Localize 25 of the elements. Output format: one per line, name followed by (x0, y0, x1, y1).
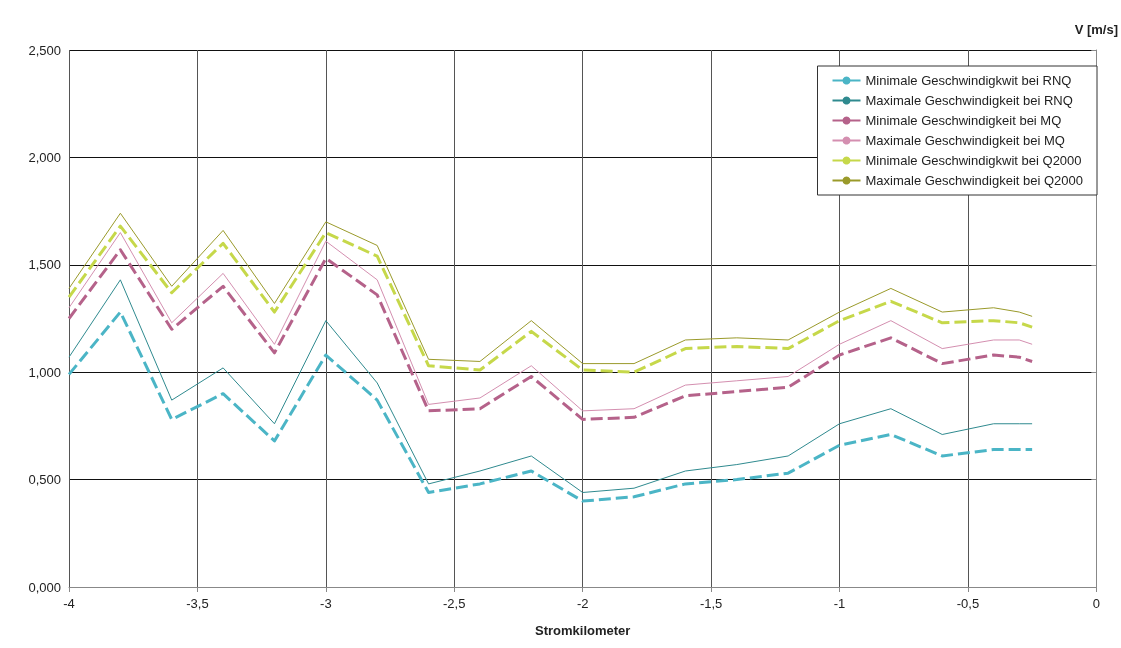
x-tick-label: 0 (1092, 596, 1100, 611)
legend-label: Minimale Geschwindigkeit bei MQ (865, 113, 1062, 128)
x-tick-label: -1,5 (699, 596, 723, 611)
x-tick-label: -4 (63, 596, 75, 611)
y-tick-label: 0,500 (28, 472, 61, 488)
y-tick-label: 1,000 (28, 364, 61, 380)
x-tick-label: -3 (320, 596, 332, 611)
x-tick-label: -2 (576, 596, 589, 611)
legend-label: Maximale Geschwindigkeit bei RNQ (865, 93, 1073, 108)
line-series (67, 310, 1034, 503)
x-tick-label: -0,5 (956, 596, 980, 611)
line-series (68, 279, 1033, 493)
legend-label: Minimale Geschwindigkwit bei Q2000 (865, 153, 1082, 168)
x-tick-label: -2,5 (443, 596, 466, 611)
x-axis-title: Stromkilometer (534, 623, 631, 638)
y-tick-label: 2,000 (28, 149, 61, 165)
y-tick-label: 1,500 (28, 257, 61, 273)
legend-label: Minimale Geschwindigkwit bei RNQ (865, 73, 1072, 88)
y-axis-title: V [m/s] (1074, 22, 1118, 37)
x-tick-label: -1 (833, 596, 846, 611)
y-tick-label: 0,000 (28, 579, 61, 595)
legend-label: Maximale Geschwindigkeit bei MQ (865, 133, 1065, 148)
y-tick-label: 2,500 (28, 42, 61, 58)
legend-label: Maximale Geschwindigkeit bei Q2000 (865, 173, 1083, 188)
x-tick-label: -3,5 (186, 596, 209, 611)
